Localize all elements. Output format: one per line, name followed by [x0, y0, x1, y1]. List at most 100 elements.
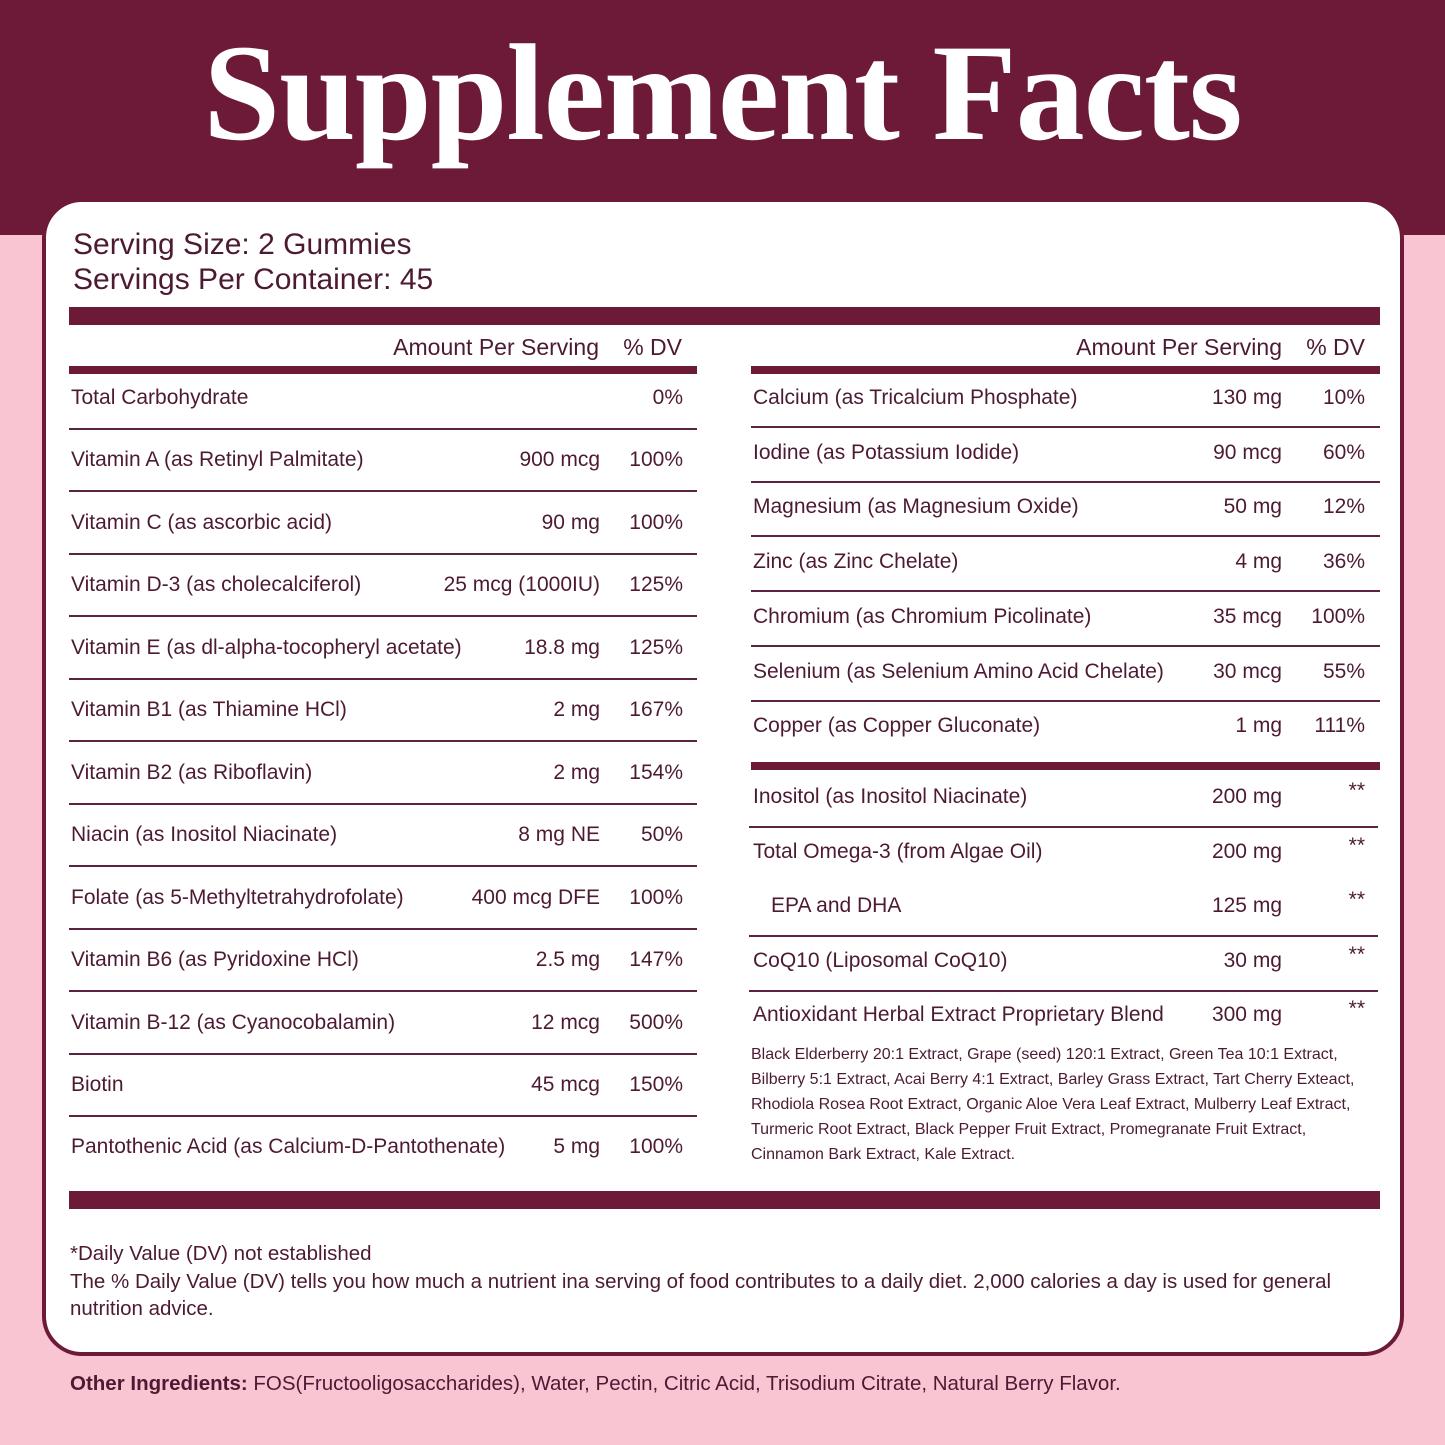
row-separator: [751, 590, 1380, 593]
nutrient-amount: 8 mg NE: [518, 823, 600, 847]
nutrient-dv: 100%: [629, 510, 683, 534]
nutrient-amount: 2 mg: [553, 760, 600, 784]
nutrient-name: Inositol (as Inositol Niacinate): [753, 785, 1028, 808]
nutrient-dv: 12%: [1322, 495, 1365, 519]
row-separator: [69, 677, 697, 680]
bottom-bar: [69, 1191, 1380, 1209]
row-separator: [69, 802, 697, 805]
nutrient-name: Vitamin B1 (as Thiamine HCl): [71, 698, 347, 722]
nutrient-dv: 167%: [629, 698, 683, 722]
header-dv: % DV: [623, 334, 682, 360]
row-separator: [69, 615, 697, 618]
nutrient-dv: **: [1348, 779, 1365, 802]
nutrient-dv: 125%: [629, 573, 683, 597]
nutrient-dv: 50%: [640, 823, 683, 847]
nutrient-amount: 4 mg: [1235, 550, 1282, 574]
nutrient-name: Total Carbohydrate: [71, 386, 249, 409]
row-separator: [749, 989, 1378, 992]
nutrient-amount: 5 mg: [553, 1135, 600, 1159]
nutrient-name: CoQ10 (Liposomal CoQ10): [753, 948, 1008, 972]
nutrient-dv: 100%: [629, 1135, 683, 1159]
nutrient-name: Copper (as Copper Gluconate): [753, 714, 1041, 738]
nutrient-dv: 150%: [629, 1072, 683, 1096]
nutrient-amount: 900 mcg: [519, 448, 600, 472]
row-separator: [69, 1052, 697, 1055]
row-separator: [749, 935, 1378, 938]
nutrient-amount: 125 mg: [1211, 894, 1282, 918]
row-separator: [69, 865, 697, 868]
nutrient-name: Calcium (as Tricalcium Phosphate): [753, 386, 1078, 409]
nutrient-name: Pantothenic Acid (as Calcium-D-Pantothen…: [71, 1135, 506, 1159]
nutrient-dv: 55%: [1322, 659, 1365, 683]
nutrient-name: Biotin: [71, 1072, 124, 1096]
blend-ingredients: Black Elderberry 20:1 Extract, Grape (se…: [751, 1046, 1355, 1163]
header-dv: % DV: [1306, 334, 1365, 360]
nutrient-amount: 50 mg: [1223, 495, 1282, 519]
nutrient-dv: 0%: [652, 386, 683, 409]
nutrient-dv: **: [1348, 942, 1365, 966]
top-bar: [69, 307, 1380, 325]
row-separator: [69, 428, 697, 430]
nutrient-amount: 2.5 mg: [535, 948, 600, 972]
nutrient-dv: 10%: [1322, 386, 1365, 409]
row-separator: [69, 552, 697, 555]
nutrient-dv: **: [1348, 997, 1365, 1021]
other-ingredients: Other Ingredients: FOS(Fructooligosaccha…: [70, 1372, 1121, 1396]
nutrient-dv: 100%: [1311, 604, 1365, 628]
nutrient-dv: 500%: [629, 1010, 683, 1034]
nutrient-dv: 154%: [629, 760, 683, 784]
nutrient-name: Vitamin B6 (as Pyridoxine HCl): [71, 948, 359, 972]
nutrient-amount: 35 mcg: [1213, 604, 1282, 628]
nutrient-dv: 100%: [629, 448, 683, 472]
nutrient-dv: 147%: [629, 948, 683, 972]
nutrient-amount: 30 mg: [1223, 948, 1282, 972]
row-separator: [751, 644, 1380, 647]
nutrient-name: Magnesium (as Magnesium Oxide): [753, 495, 1079, 519]
row-separator: [751, 699, 1380, 702]
nutrient-dv: 125%: [629, 635, 683, 659]
nutrient-amount: 300 mg: [1211, 1003, 1282, 1027]
serving-size: Serving Size: 2 Gummies: [73, 228, 412, 261]
footnotes: *Daily Value (DV) not established The % …: [70, 1240, 1370, 1323]
row-separator: [69, 1114, 697, 1117]
nutrient-amount: 400 mcg DFE: [471, 885, 600, 909]
nutrient-amount: 12 mcg: [531, 1010, 600, 1034]
nutrient-name: Vitamin C (as ascorbic acid): [71, 510, 333, 534]
nutrient-name: Niacin (as Inositol Niacinate): [71, 823, 338, 847]
nutrient-name: Vitamin A (as Retinyl Palmitate): [71, 448, 364, 472]
nutrient-amount: 130 mg: [1211, 386, 1282, 409]
nutrient-name: Vitamin B-12 (as Cyanocobalamin): [71, 1010, 396, 1034]
nutrient-name: Antioxidant Herbal Extract Proprietary B…: [753, 1003, 1164, 1027]
nutrient-name: Total Omega-3 (from Algae Oil): [753, 839, 1043, 863]
nutrient-amount: 90 mcg: [1213, 440, 1282, 464]
row-separator: [69, 490, 697, 493]
nutrient-name: Selenium (as Selenium Amino Acid Chelate…: [753, 659, 1164, 683]
nutrient-amount: 200 mg: [1211, 785, 1282, 808]
title: Supplement Facts: [203, 16, 1242, 169]
header-bar: [69, 366, 697, 374]
footnote: The % Daily Value (DV) tells you how muc…: [70, 1269, 1332, 1321]
row-separator: [69, 990, 697, 993]
nutrient-dv: **: [1348, 888, 1365, 912]
nutrient-amount: 18.8 mg: [524, 635, 600, 659]
nutrient-amount: 30 mcg: [1213, 659, 1282, 683]
nutrient-dv: **: [1348, 833, 1365, 857]
nutrient-dv: 60%: [1322, 440, 1365, 464]
nutrient-name: EPA and DHA: [771, 894, 902, 918]
nutrient-name: Vitamin D-3 (as cholecalciferol): [71, 573, 362, 597]
section-bar: [751, 762, 1380, 770]
row-separator: [751, 480, 1380, 483]
nutrient-name: Zinc (as Zinc Chelate): [753, 550, 959, 574]
row-separator: [751, 426, 1380, 428]
nutrient-name: Folate (as 5-Methyltetrahydrofolate): [71, 885, 404, 909]
nutrient-name: Iodine (as Potassium Iodide): [753, 440, 1020, 464]
other-ingredients-label: Other Ingredients:: [70, 1372, 248, 1395]
nutrient-amount: 2 mg: [553, 698, 600, 722]
nutrient-dv: 36%: [1322, 550, 1365, 574]
nutrient-dv: 100%: [629, 885, 683, 909]
header-amount: Amount Per Serving: [1076, 334, 1282, 360]
nutrient-name: Vitamin E (as dl-alpha-tocopheryl acetat…: [71, 635, 462, 659]
nutrient-amount: 90 mg: [541, 510, 600, 534]
nutrient-amount: 45 mcg: [531, 1072, 600, 1096]
